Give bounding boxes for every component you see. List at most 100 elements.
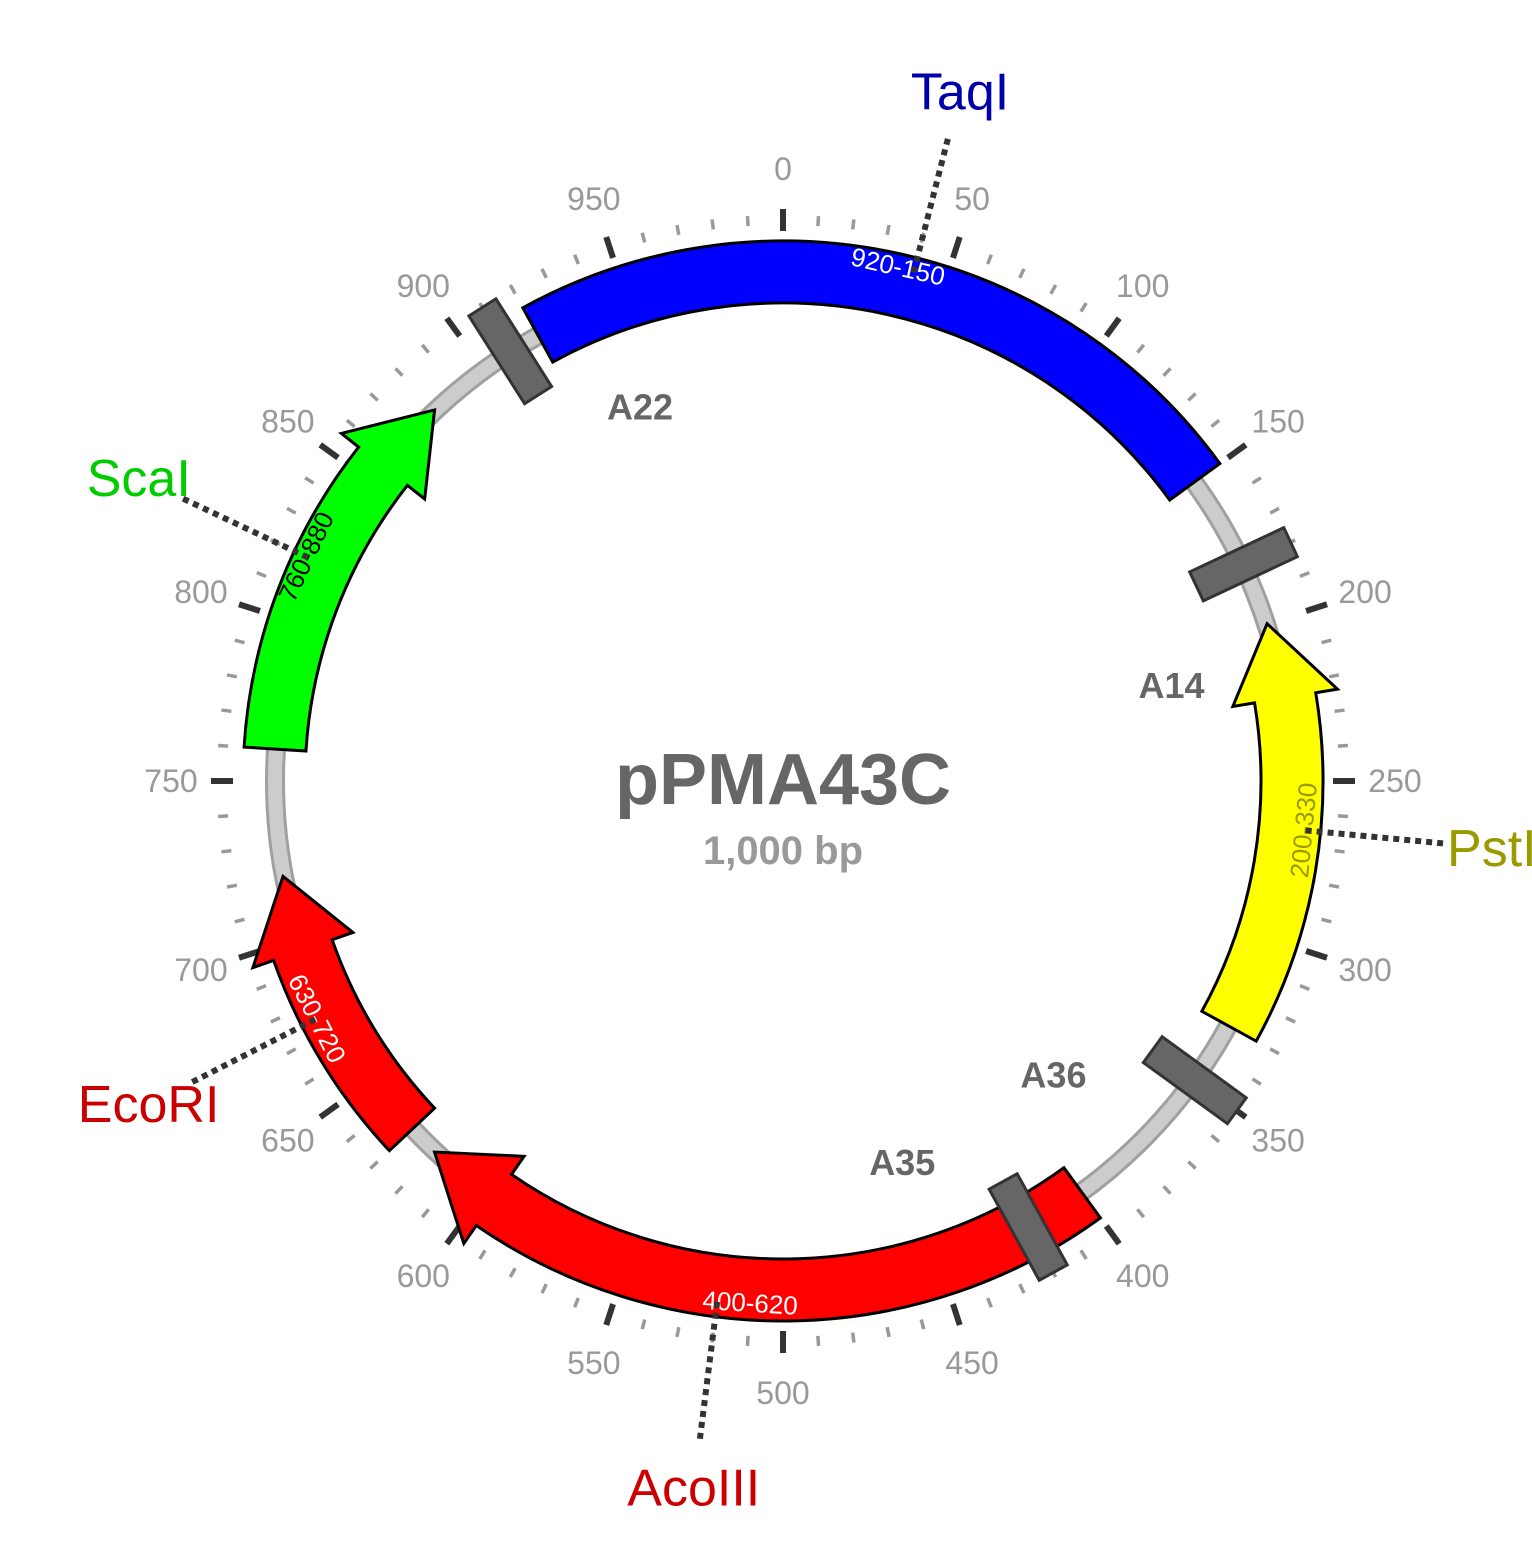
minor-tick bbox=[1136, 1208, 1146, 1219]
site-psti: PstI bbox=[1305, 820, 1532, 878]
minor-tick bbox=[1162, 367, 1172, 377]
minor-tick bbox=[885, 224, 891, 236]
minor-tick bbox=[885, 1326, 891, 1338]
plasmid-center: pPMA43C 1,000 bp bbox=[615, 740, 951, 873]
feature-arc bbox=[1199, 621, 1341, 1044]
minor-tick bbox=[234, 638, 245, 645]
minor-tick bbox=[1337, 743, 1348, 748]
major-tick bbox=[1226, 442, 1248, 461]
minor-tick bbox=[1328, 673, 1340, 679]
marker-a35: A35 bbox=[869, 1142, 1070, 1283]
minor-tick bbox=[394, 1185, 404, 1195]
minor-tick bbox=[286, 506, 297, 515]
minor-tick bbox=[850, 219, 856, 230]
major-tick bbox=[1305, 601, 1328, 614]
feature-arc bbox=[250, 873, 437, 1153]
minor-tick bbox=[675, 1326, 681, 1338]
tick-label: 100 bbox=[1116, 268, 1169, 304]
major-tick bbox=[444, 1224, 463, 1246]
minor-tick bbox=[1049, 284, 1058, 295]
tick-label: 50 bbox=[954, 181, 990, 217]
site-ecori: EcoRI bbox=[78, 1016, 317, 1134]
site-leader bbox=[189, 1016, 317, 1086]
major-tick bbox=[603, 1303, 616, 1326]
minor-tick bbox=[1079, 1249, 1088, 1260]
tick-label: 400 bbox=[1116, 1258, 1169, 1294]
marker-label: A35 bbox=[869, 1142, 935, 1183]
site-label: ScaI bbox=[87, 450, 191, 508]
minor-tick bbox=[226, 883, 238, 889]
tick-label: 200 bbox=[1338, 574, 1391, 610]
tick-label: 900 bbox=[397, 268, 450, 304]
minor-tick bbox=[1210, 1134, 1221, 1144]
minor-tick bbox=[256, 984, 267, 991]
minor-tick bbox=[218, 814, 229, 819]
minor-tick bbox=[226, 673, 238, 679]
minor-tick bbox=[345, 418, 356, 428]
marker-bar bbox=[466, 296, 554, 406]
major-tick bbox=[238, 601, 261, 614]
minor-tick bbox=[1269, 506, 1280, 515]
tick-label: 850 bbox=[261, 403, 314, 439]
minor-tick bbox=[234, 917, 245, 924]
minor-tick bbox=[1269, 1047, 1280, 1056]
marker-bar bbox=[1141, 1034, 1249, 1126]
tick-label: 150 bbox=[1251, 403, 1304, 439]
minor-tick bbox=[1337, 814, 1348, 819]
minor-tick bbox=[986, 1297, 993, 1308]
minor-tick bbox=[745, 216, 750, 227]
marker-bar bbox=[987, 1171, 1070, 1283]
minor-tick bbox=[816, 1335, 821, 1346]
minor-tick bbox=[508, 1267, 517, 1278]
plasmid-name: pPMA43C bbox=[615, 740, 951, 820]
feature-psti: 200-330 bbox=[1199, 621, 1341, 1044]
restriction-sites: TaqI PstI AcoIII EcoRI ScaI bbox=[78, 63, 1532, 1517]
minor-tick bbox=[850, 1332, 856, 1343]
marker-label: A14 bbox=[1139, 665, 1205, 706]
major-tick bbox=[238, 948, 261, 961]
tick-label: 0 bbox=[774, 151, 792, 187]
minor-tick bbox=[1334, 848, 1345, 854]
tick-label: 250 bbox=[1368, 763, 1421, 799]
minor-tick bbox=[816, 216, 821, 227]
major-tick bbox=[444, 316, 463, 338]
site-leader bbox=[1305, 827, 1446, 847]
major-tick bbox=[950, 236, 963, 259]
minor-tick bbox=[640, 1319, 647, 1330]
major-tick bbox=[1305, 948, 1328, 961]
minor-tick bbox=[1328, 883, 1340, 889]
feature-scai: 760-880 bbox=[242, 407, 437, 753]
minor-tick bbox=[221, 848, 232, 854]
minor-tick bbox=[508, 284, 517, 295]
primer-markers: A14 A36 A35 A22 bbox=[466, 296, 1300, 1283]
site-label: PstI bbox=[1447, 820, 1532, 878]
minor-tick bbox=[369, 392, 379, 402]
minor-tick bbox=[1251, 1077, 1262, 1086]
minor-tick bbox=[420, 343, 430, 354]
minor-tick bbox=[1251, 476, 1262, 485]
major-tick bbox=[603, 236, 616, 259]
minor-tick bbox=[420, 1208, 430, 1219]
site-label: EcoRI bbox=[78, 1076, 220, 1134]
minor-tick bbox=[573, 254, 580, 265]
minor-tick bbox=[1187, 1160, 1197, 1170]
tick-label: 600 bbox=[397, 1258, 450, 1294]
minor-tick bbox=[1018, 268, 1026, 279]
site-leader bbox=[696, 1301, 721, 1442]
site-label: TaqI bbox=[911, 63, 1009, 121]
site-leader bbox=[910, 136, 952, 274]
minor-tick bbox=[304, 476, 315, 485]
tick-label: 700 bbox=[174, 952, 227, 988]
marker-label: A22 bbox=[607, 386, 673, 427]
tick-label: 800 bbox=[174, 574, 227, 610]
marker-a14: A14 bbox=[1139, 525, 1300, 706]
minor-tick bbox=[1299, 571, 1310, 578]
tick-label: 750 bbox=[144, 763, 197, 799]
minor-tick bbox=[1334, 708, 1345, 714]
minor-tick bbox=[270, 1016, 281, 1024]
minor-tick bbox=[256, 571, 267, 578]
marker-label: A36 bbox=[1020, 1055, 1086, 1096]
minor-tick bbox=[1285, 1016, 1296, 1024]
minor-tick bbox=[1018, 1283, 1026, 1294]
